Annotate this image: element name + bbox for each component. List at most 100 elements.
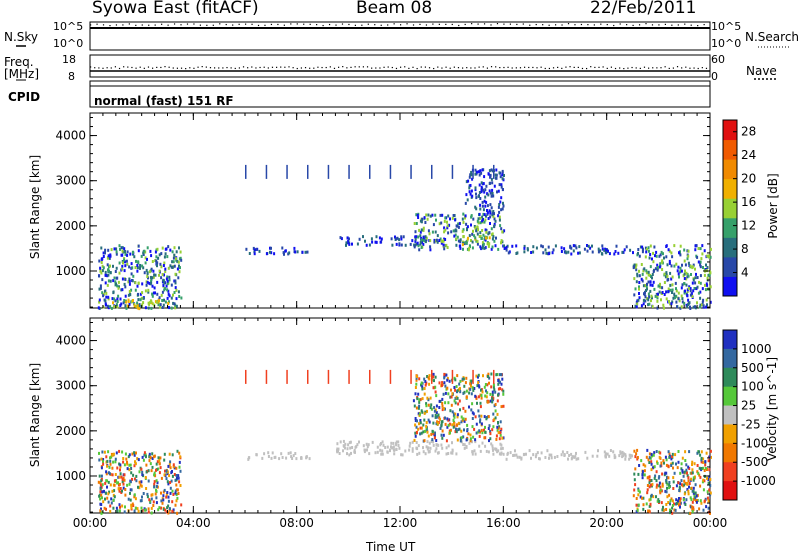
power-cell (442, 238, 445, 242)
velocity-cell (471, 440, 473, 444)
velocity-cell (646, 491, 649, 495)
velocity-cell (166, 470, 169, 474)
velocity-cell (164, 508, 167, 512)
velocity-cell (497, 387, 500, 391)
power-cell (684, 263, 687, 267)
velocity-cell (130, 471, 133, 475)
power-cell (497, 214, 500, 218)
power-cell (666, 263, 669, 267)
velocity-cell (706, 496, 709, 500)
velocity-cell (471, 411, 474, 415)
power-cell (570, 252, 573, 256)
velocity-cell (563, 453, 566, 457)
power-cell (483, 199, 486, 203)
velocity-cell (433, 436, 436, 440)
power-cell (654, 267, 657, 271)
power-cell (551, 251, 554, 255)
velocity-streak (431, 369, 433, 384)
power-cbar-swatch (723, 139, 737, 160)
velocity-cell (176, 449, 179, 453)
nave-dot (676, 66, 679, 68)
velocity-cell (649, 502, 652, 506)
velocity-cell (648, 461, 651, 464)
velocity-cell (99, 497, 102, 501)
velocity-cell (300, 456, 303, 460)
power-cell (474, 226, 477, 230)
velocity-cell (474, 415, 477, 419)
nsearch-dot (671, 24, 673, 26)
velocity-cell (280, 452, 283, 456)
velocity-cell (150, 506, 153, 510)
velocity-cell (681, 470, 684, 474)
velocity-cell (692, 491, 695, 495)
velocity-cell (144, 476, 147, 479)
power-cell (523, 244, 526, 248)
power-cell (444, 228, 447, 232)
power-cell (605, 251, 608, 255)
power-cell (375, 240, 378, 244)
power-cell (680, 305, 683, 309)
power-cell (679, 270, 682, 274)
velocity-cell (435, 447, 438, 451)
velocity-heatmap-cells (97, 369, 712, 515)
power-cell (115, 250, 118, 254)
velocity-cell (133, 453, 136, 457)
velocity-cell (681, 483, 683, 487)
velocity-cell (703, 499, 706, 503)
velocity-cell (686, 474, 689, 478)
velocity-cell (500, 451, 503, 455)
power-cell (661, 268, 664, 271)
velocity-cell (167, 482, 170, 486)
power-cell (466, 225, 469, 229)
power-cell (483, 237, 486, 241)
power-cell (637, 298, 640, 302)
velocity-cell (98, 474, 101, 478)
velocity-cell (636, 456, 639, 459)
velocity-ytick-label: 3000 (55, 379, 86, 393)
velocity-cell (679, 501, 682, 505)
velocity-cell (111, 473, 114, 477)
power-cell (694, 276, 697, 280)
power-cell (481, 200, 484, 204)
velocity-cell (295, 457, 298, 461)
power-cell (288, 251, 291, 255)
nave-dot (164, 66, 166, 68)
velocity-cell (281, 456, 284, 459)
power-cell (356, 242, 359, 246)
nsearch-dot (496, 23, 499, 25)
velocity-cell (416, 447, 419, 451)
power-cell (126, 304, 129, 308)
power-cell (168, 294, 171, 298)
power-cell (658, 254, 661, 258)
nave-dot (325, 66, 327, 69)
velocity-cell (468, 391, 471, 395)
power-cell (427, 229, 430, 233)
velocity-cell (417, 427, 420, 431)
nave-dot (627, 67, 629, 69)
nave-dot (428, 67, 431, 69)
velocity-cell (670, 464, 673, 467)
velocity-cell (148, 452, 151, 456)
velocity-cell (435, 443, 438, 447)
power-cell (465, 193, 468, 197)
power-cell (692, 278, 695, 282)
velocity-cell (133, 509, 136, 513)
velocity-cell (149, 499, 152, 503)
velocity-ytick-label: 4000 (55, 334, 86, 348)
velocity-cell (409, 441, 412, 445)
velocity-cell (99, 481, 102, 485)
power-cell (577, 251, 580, 255)
power-cell (168, 275, 171, 279)
velocity-cell (455, 427, 457, 431)
nsearch-dot (703, 23, 705, 26)
nave-dot (214, 67, 216, 69)
power-cell (701, 252, 704, 256)
power-cell (699, 290, 702, 294)
velocity-cell (648, 452, 651, 456)
power-cell (163, 273, 165, 277)
power-cell (423, 216, 426, 220)
velocity-cell (429, 396, 432, 400)
velocity-cell (432, 431, 435, 435)
velocity-cell (109, 456, 111, 460)
power-cell (491, 192, 494, 195)
